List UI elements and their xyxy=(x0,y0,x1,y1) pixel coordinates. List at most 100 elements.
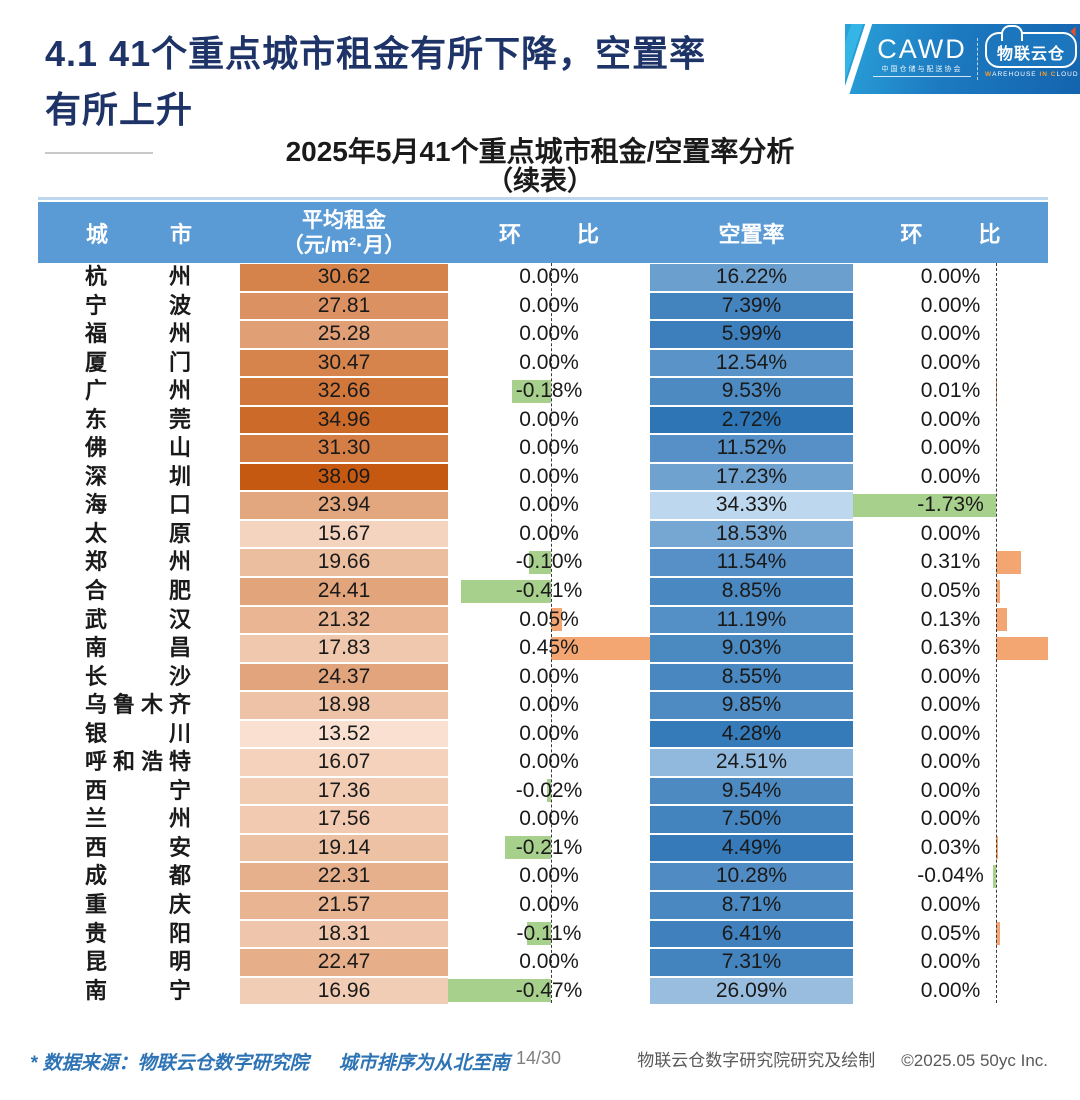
vacancy-cell: 2.72% xyxy=(650,406,853,435)
vacancy-cell: 9.03% xyxy=(650,634,853,663)
rent-heat-fill xyxy=(240,606,448,634)
vacancy-cell: 11.52% xyxy=(650,434,853,463)
rent-heat-fill xyxy=(240,863,448,891)
vacancy-cell: 34.33% xyxy=(650,491,853,520)
table-row: 合肥 24.41 -0.41% 8.85% 0.05% xyxy=(38,577,1048,606)
rent-heat-fill xyxy=(240,806,448,833)
rent-mom-cell: 0.00% xyxy=(519,664,579,688)
rent-heat-fill xyxy=(240,720,448,748)
table-top-border xyxy=(38,197,1048,200)
rent-heat-fill xyxy=(240,777,448,805)
rent-mom-cell: 0.00% xyxy=(519,864,579,888)
rent-mom-cell: -0.11% xyxy=(516,921,582,946)
change-bar xyxy=(853,493,996,517)
note-order: 城市排序为从北至南 xyxy=(338,1053,510,1074)
city-cell: 海口 xyxy=(85,492,191,518)
brand-name: 物联云仓 xyxy=(997,46,1066,63)
change-bar xyxy=(992,864,996,888)
rent-heat-fill xyxy=(240,435,448,462)
change-bar xyxy=(551,608,563,632)
vacancy-heat-fill xyxy=(650,406,853,434)
city-cell: 乌鲁木齐 xyxy=(85,692,191,718)
rent-cell: 17.56 xyxy=(240,805,448,834)
change-bar xyxy=(448,979,552,1003)
vacancy-mom-cell: 0.05% xyxy=(853,920,1048,949)
rent-mom-cell: -0.02% xyxy=(515,778,583,803)
rent-mom-cell: 0.00% xyxy=(519,721,579,745)
page-title: 4.1 41个重点城市租金有所下降，空置率 有所上升 xyxy=(45,26,835,138)
vacancy-mom-cell: 0.63% xyxy=(853,634,1048,663)
table-row: 郑州 19.66 -0.10% 11.54% 0.31% xyxy=(38,548,1048,577)
rent-cell: 16.96 xyxy=(240,977,448,1006)
table-row: 杭州 30.62 0.00% 16.22% 0.00% xyxy=(38,263,1048,292)
cloud-icon: 物联云仓 xyxy=(985,25,1080,68)
rent-mom-cell: 0.00% xyxy=(519,350,579,374)
table-row: 兰州 17.56 0.00% 7.50% 0.00% xyxy=(38,805,1048,834)
rent-mom-cell: 0.00% xyxy=(519,436,579,460)
vacancy-cell: 10.28% xyxy=(650,862,853,891)
vacancy-mom-cell: 0.00% xyxy=(920,322,981,346)
rent-heat-fill xyxy=(240,578,448,605)
change-bar xyxy=(995,636,1048,660)
city-cell: 昆明 xyxy=(85,949,191,975)
rent-cell: 38.09 xyxy=(240,463,448,492)
vacancy-mom-cell: 0.05% xyxy=(853,577,1048,606)
city-cell: 宁波 xyxy=(85,292,191,318)
table-row: 长沙 24.37 0.00% 8.55% 0.00% xyxy=(38,663,1048,692)
change-bar xyxy=(505,836,552,860)
header-rent-mom: 环比 xyxy=(448,217,650,249)
table-row: 太原 15.67 0.00% 18.53% 0.00% xyxy=(38,520,1048,549)
rent-cell: 32.66 xyxy=(240,377,448,406)
city-cell: 郑州 xyxy=(85,549,191,575)
table-row: 广州 32.66 -0.18% 9.53% 0.01% xyxy=(38,377,1048,406)
vacancy-mom-cell: 0.13% xyxy=(853,606,1048,635)
vacancy-heat-fill xyxy=(650,549,853,577)
city-cell: 广州 xyxy=(85,378,191,404)
rent-heat-fill xyxy=(240,349,448,377)
brand-caption-part: W xyxy=(985,71,993,78)
vacancy-cell: 11.54% xyxy=(650,548,853,577)
table-row: 深圳 38.09 0.00% 17.23% 0.00% xyxy=(38,463,1048,492)
table-title: 2025年5月41个重点城市租金/空置率分析 xyxy=(285,136,795,167)
rent-cell: 24.41 xyxy=(240,577,448,606)
corner-arrow-icon xyxy=(1070,26,1080,37)
vacancy-heat-fill xyxy=(650,463,853,491)
rent-mom-cell: 0.00% xyxy=(519,950,579,974)
table-row: 贵阳 18.31 -0.11% 6.41% 0.05% xyxy=(38,920,1048,949)
header-city: 城市 xyxy=(38,217,240,249)
table-row: 成都 22.31 0.00% 10.28% -0.04% xyxy=(38,862,1048,891)
table-row: 西安 19.14 -0.21% 4.49% 0.03% xyxy=(38,834,1048,863)
city-cell: 合肥 xyxy=(85,578,191,604)
rent-mom-cell: 0.00% xyxy=(519,464,579,488)
city-cell: 长沙 xyxy=(85,663,191,689)
rent-cell: 34.96 xyxy=(240,406,448,435)
vacancy-mom-cell: 0.00% xyxy=(920,407,981,431)
page-title-line2: 有所上升 xyxy=(45,89,194,130)
cawd-logo: CAWD 中国仓储与配送协会 xyxy=(873,34,971,77)
change-bar xyxy=(995,550,1022,574)
rent-heat-fill xyxy=(240,692,448,719)
city-cell: 南昌 xyxy=(85,635,191,661)
city-cell: 兰州 xyxy=(85,806,191,832)
rent-heat-fill xyxy=(240,520,448,548)
table-row: 厦门 30.47 0.00% 12.54% 0.00% xyxy=(38,349,1048,378)
warehouse-in-cloud-logo: 物联云仓 WAREHOUSE IN CLOUD xyxy=(985,25,1080,78)
vacancy-heat-fill xyxy=(650,292,853,320)
rent-cell: 17.36 xyxy=(240,777,448,806)
table-row: 南宁 16.96 -0.47% 26.09% 0.00% xyxy=(38,977,1048,1006)
rent-heat-fill xyxy=(240,406,448,434)
header-mom-label: 环比 xyxy=(900,221,1001,247)
vacancy-cell: 4.28% xyxy=(650,720,853,749)
vacancy-heat-fill xyxy=(650,892,853,919)
vacancy-cell: 24.51% xyxy=(650,748,853,777)
change-bar xyxy=(995,608,1007,632)
vacancy-cell: 9.85% xyxy=(650,691,853,720)
table-header: 城市 平均租金 （元/m²·月） 环比 空置率 环比 xyxy=(38,202,1048,263)
rent-cell: 30.62 xyxy=(240,263,448,292)
header-vacancy: 空置率 xyxy=(718,221,785,247)
city-cell: 深圳 xyxy=(85,463,191,489)
city-cell: 太原 xyxy=(85,520,191,546)
rent-heat-fill xyxy=(240,463,448,491)
vacancy-cell: 7.50% xyxy=(650,805,853,834)
